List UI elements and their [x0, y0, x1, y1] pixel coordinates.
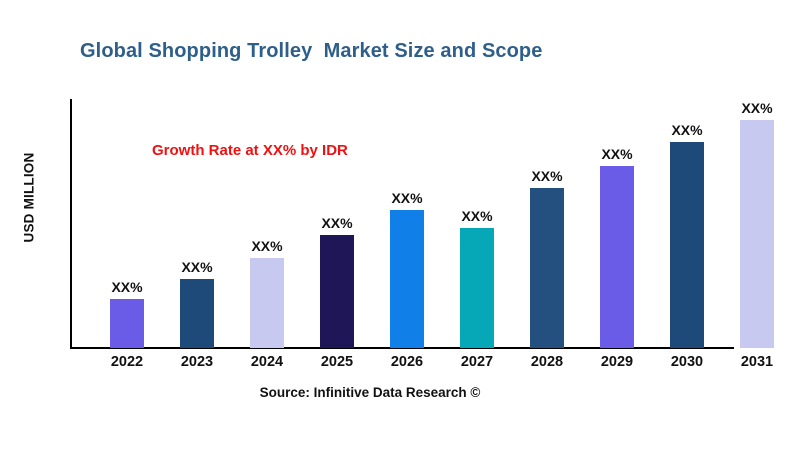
source-caption: Source: Infinitive Data Research ©	[259, 385, 481, 400]
page-title: Global Shopping Trolley Market Size and …	[80, 40, 543, 62]
bar-value-label-2031: XX%	[741, 100, 773, 116]
bar-value-label-2023: XX%	[181, 259, 213, 275]
x-tick-label-2025: 2025	[320, 354, 354, 370]
growth-rate-annotation: Growth Rate at XX% by IDR	[152, 142, 348, 159]
bar-rect-2024[interactable]	[250, 258, 284, 348]
bar-rect-2028[interactable]	[530, 188, 564, 348]
bar-2028[interactable]: XX%	[530, 168, 564, 348]
bar-rect-2025[interactable]	[320, 235, 354, 348]
bar-rect-2026[interactable]	[390, 210, 424, 348]
x-tick-label-2028: 2028	[530, 354, 564, 370]
bar-2029[interactable]: XX%	[600, 146, 634, 348]
bar-2030[interactable]: XX%	[670, 122, 704, 348]
x-axis-line	[70, 347, 734, 349]
bar-value-label-2029: XX%	[601, 146, 633, 162]
bar-rect-2031[interactable]	[740, 120, 774, 348]
bar-2031[interactable]: XX%	[740, 100, 774, 348]
y-axis-line	[70, 99, 72, 349]
x-tick-label-2027: 2027	[460, 354, 494, 370]
bar-rect-2029[interactable]	[600, 166, 634, 348]
bar-value-label-2027: XX%	[461, 208, 493, 224]
x-tick-label-2029: 2029	[600, 354, 634, 370]
bar-value-label-2030: XX%	[671, 122, 703, 138]
bar-value-label-2028: XX%	[531, 168, 563, 184]
bar-rect-2030[interactable]	[670, 142, 704, 348]
bar-2022[interactable]: XX%	[110, 279, 144, 348]
bar-2026[interactable]: XX%	[390, 190, 424, 348]
bar-value-label-2025: XX%	[321, 215, 353, 231]
bar-2025[interactable]: XX%	[320, 215, 354, 348]
x-tick-label-2022: 2022	[110, 354, 144, 370]
bar-2027[interactable]: XX%	[460, 208, 494, 348]
bar-2024[interactable]: XX%	[250, 238, 284, 348]
bar-rect-2023[interactable]	[180, 279, 214, 348]
x-tick-label-2031: 2031	[740, 354, 774, 370]
x-tick-label-2026: 2026	[390, 354, 424, 370]
bar-value-label-2026: XX%	[391, 190, 423, 206]
bar-value-label-2022: XX%	[111, 279, 143, 295]
bar-rect-2027[interactable]	[460, 228, 494, 348]
x-tick-label-2024: 2024	[250, 354, 284, 370]
bar-rect-2022[interactable]	[110, 299, 144, 348]
bar-2023[interactable]: XX%	[180, 259, 214, 348]
x-tick-label-2023: 2023	[180, 354, 214, 370]
bar-value-label-2024: XX%	[251, 238, 283, 254]
x-tick-label-2030: 2030	[670, 354, 704, 370]
